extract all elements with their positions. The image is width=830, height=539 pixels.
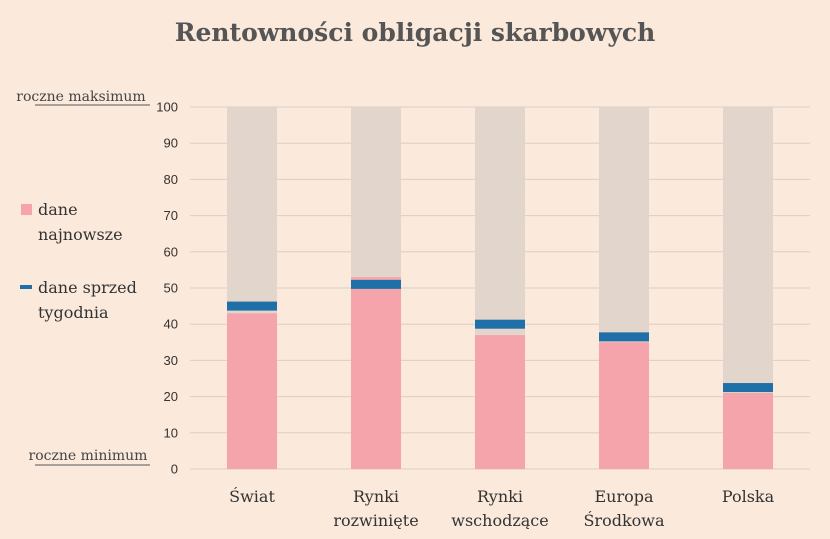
legend-label-week-ago-line2: tygodnia xyxy=(38,303,109,322)
legend-label-latest-line2: najnowsze xyxy=(38,225,123,244)
week-markers xyxy=(227,279,773,393)
week-ago-marker xyxy=(723,383,773,393)
y-max-label: roczne maksimum xyxy=(16,89,145,105)
x-category-label: Rynki wschodzące xyxy=(451,487,548,530)
latest-bar xyxy=(599,342,649,469)
x-category-label: Europa Środkowa xyxy=(583,487,665,530)
latest-bar xyxy=(351,277,401,469)
legend-swatch-week-ago xyxy=(20,285,32,289)
y-tick-label: 100 xyxy=(156,100,178,115)
y-tick-label: 10 xyxy=(164,425,178,440)
x-category-label: Polska xyxy=(722,487,775,506)
y-tick-label: 70 xyxy=(164,208,178,223)
latest-bar xyxy=(723,392,773,469)
y-tick-label: 0 xyxy=(171,462,178,477)
legend: dane najnowsze dane sprzed tygodnia xyxy=(20,200,137,322)
x-category-label: Rynki rozwinięte xyxy=(333,487,418,530)
week-ago-marker xyxy=(599,332,649,342)
y-tick-label: 30 xyxy=(164,353,178,368)
x-category-label: Świat xyxy=(229,486,275,506)
week-ago-marker xyxy=(351,279,401,289)
y-tick-label: 50 xyxy=(164,281,178,296)
latest-bar xyxy=(475,335,525,469)
y-tick-label: 60 xyxy=(164,244,178,259)
y-tick-label: 90 xyxy=(164,136,178,151)
week-ago-marker xyxy=(475,319,525,329)
week-ago-marker xyxy=(227,301,277,311)
latest-bar xyxy=(227,313,277,469)
y-min-label: roczne minimum xyxy=(29,448,148,464)
y-ticks: 0 10 20 30 40 50 60 70 80 90 100 xyxy=(156,100,178,477)
y-tick-label: 40 xyxy=(164,317,178,332)
chart-title: Rentowności obligacji skarbowych xyxy=(175,18,656,47)
legend-label-week-ago-line1: dane sprzed xyxy=(38,278,137,297)
y-tick-label: 20 xyxy=(164,389,178,404)
legend-swatch-latest xyxy=(21,204,32,215)
x-labels: Świat Rynki rozwinięte Rynki wschodzące Europ… xyxy=(229,486,774,530)
latest-bars xyxy=(227,277,773,469)
legend-label-latest-line1: dane xyxy=(38,200,78,219)
y-tick-label: 80 xyxy=(164,172,178,187)
